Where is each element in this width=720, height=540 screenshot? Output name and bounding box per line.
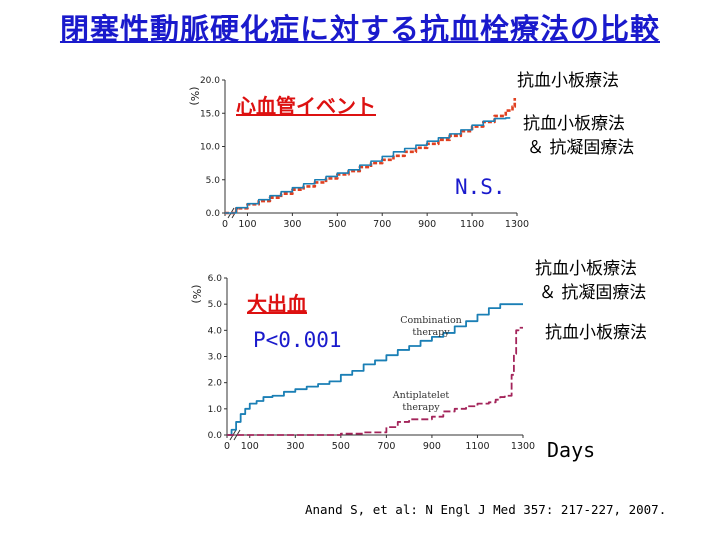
bottom-xtick-label: 700 — [377, 441, 395, 452]
top-ytick-label: 20.0 — [200, 76, 220, 86]
top-ylabel: (%) — [188, 86, 201, 105]
bottom-inline-antiplatelet-1: Antiplatelet — [392, 390, 450, 401]
top-xtick-label: 0 — [222, 219, 228, 230]
citation: Anand S, et al: N Engl J Med 357: 217-22… — [305, 502, 667, 517]
top-series-antiplatelet — [225, 97, 517, 215]
top-chart-title: 心血管イベント — [236, 94, 376, 118]
top-ytick-label: 0.0 — [206, 209, 221, 219]
top-xtick-label: 1100 — [460, 219, 484, 230]
bottom-ytick-label: 2.0 — [208, 379, 223, 389]
top-xtick-label: 300 — [283, 219, 301, 230]
bottom-inline-combination-1: Combination — [400, 315, 462, 326]
page-title: 閉塞性動脈硬化症に対する抗血栓療法の比較 — [59, 12, 660, 46]
top-label-combination-1: 抗血小板療法 — [523, 114, 625, 134]
bottom-label-combination-2: ＆ 抗凝固療法 — [539, 283, 647, 303]
top-ytick-label: 15.0 — [200, 109, 220, 119]
bottom-xtick-label: 900 — [423, 441, 441, 452]
bottom-ytick-label: 1.0 — [208, 405, 223, 415]
bottom-annotation: P<0.001 — [253, 328, 342, 352]
bottom-xtick-label: 100 — [241, 441, 259, 452]
bottom-xlabel: Days — [547, 438, 596, 462]
bottom-ytick-label: 4.0 — [208, 326, 223, 336]
top-xtick-label: 900 — [418, 219, 436, 230]
top-xtick-label: 700 — [373, 219, 391, 230]
top-xtick-label: 100 — [238, 219, 256, 230]
top-label-antiplatelet: 抗血小板療法 — [517, 71, 619, 91]
bottom-label-combination-1: 抗血小板療法 — [535, 259, 637, 279]
bottom-ytick-label: 6.0 — [208, 274, 223, 284]
bottom-series-antiplatelet — [227, 326, 523, 436]
top-annotation: N.S. — [455, 175, 506, 199]
bottom-inline-combination-2: therapy — [412, 327, 450, 338]
bottom-label-antiplatelet: 抗血小板療法 — [545, 323, 647, 343]
bottom-ylabel: (%) — [190, 284, 203, 303]
top-xtick-label: 1300 — [505, 219, 529, 230]
bottom-inline-antiplatelet-2: therapy — [402, 402, 440, 413]
top-ytick-label: 10.0 — [200, 143, 220, 153]
bottom-ytick-label: 5.0 — [208, 300, 223, 310]
bottom-ytick-label: 0.0 — [208, 431, 223, 441]
bottom-xtick-label: 0 — [224, 441, 230, 452]
top-xtick-label: 500 — [328, 219, 346, 230]
bottom-xtick-label: 1100 — [465, 441, 489, 452]
top-ytick-label: 5.0 — [206, 176, 221, 186]
bottom-chart-title: 大出血 — [247, 292, 307, 316]
top-series-combination — [225, 117, 511, 214]
bottom-series-combination — [227, 303, 523, 436]
bottom-ytick-label: 3.0 — [208, 353, 223, 363]
bottom-xtick-label: 300 — [286, 441, 304, 452]
bottom-xtick-label: 1300 — [511, 441, 535, 452]
top-label-combination-2: ＆ 抗凝固療法 — [527, 138, 635, 158]
bottom-xtick-label: 500 — [332, 441, 350, 452]
